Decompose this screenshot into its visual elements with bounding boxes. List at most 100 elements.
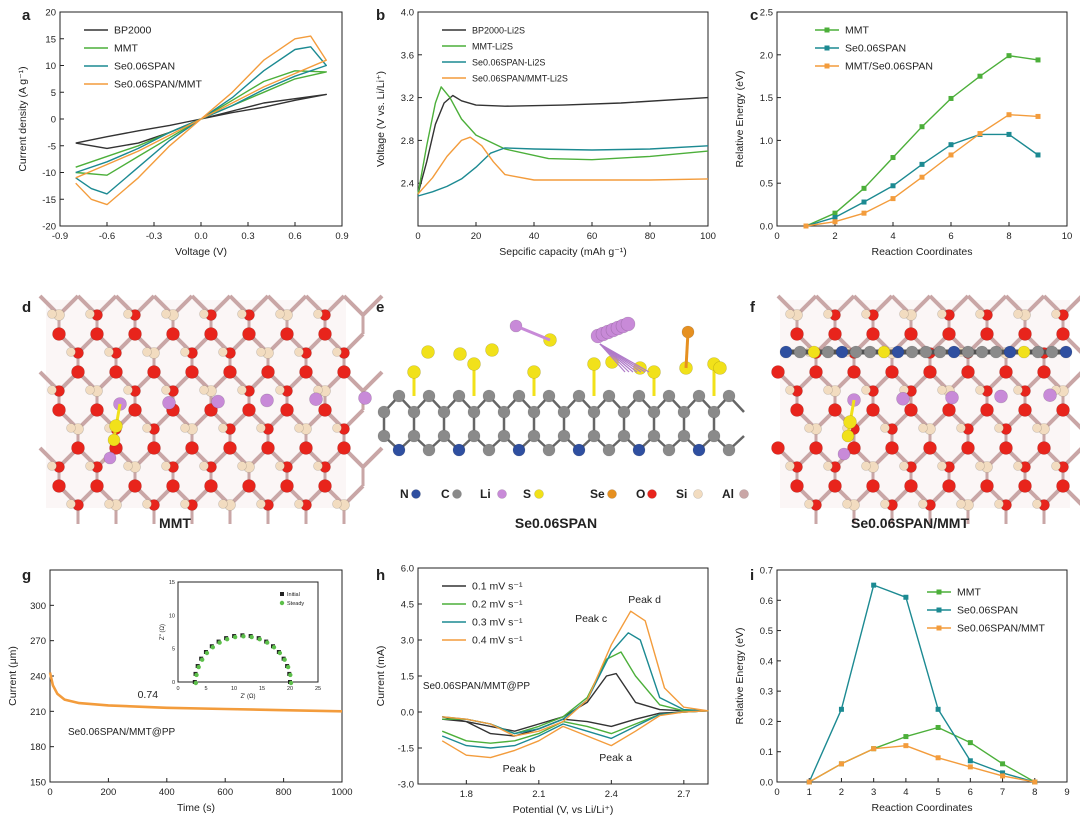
y-tick-label-i: 0.1 [760, 747, 773, 758]
x-axis-label-i: Reaction Coordinates [872, 802, 973, 814]
element-legend-label: Si [676, 487, 687, 501]
data-point-c-0 [948, 95, 954, 101]
silicon-atom [294, 499, 304, 509]
inset-legend-initial: Initial [287, 592, 300, 598]
oxygen-atom [980, 327, 994, 341]
panel-letter-f: f [750, 299, 756, 316]
bond [515, 324, 551, 342]
data-point-i-1 [903, 594, 909, 600]
legend-marker-i-1 [936, 607, 942, 613]
chain-atom [1003, 345, 1017, 359]
silicon-atom [823, 461, 833, 471]
carbon-atom [677, 429, 691, 443]
inset-point-steady [265, 640, 270, 645]
chain-atom [807, 345, 821, 359]
carbon-atom [647, 405, 661, 419]
inset-y-label: Z'' (Ω) [160, 624, 166, 640]
y-tick-label-a: 0 [51, 115, 56, 126]
oxygen-atom [242, 403, 256, 417]
silicon-atom [47, 461, 57, 471]
x-tick-label-a: 0.6 [288, 231, 301, 242]
carbon-atom [572, 389, 586, 403]
carbon-atom [542, 389, 556, 403]
annotation-ratio: 0.74 [138, 689, 159, 701]
inset-point-steady [193, 680, 198, 686]
lattice-bond [361, 446, 384, 469]
oxygen-atom [261, 441, 275, 455]
oxygen-atom [980, 479, 994, 493]
y-tick-label-i: 0.0 [760, 778, 773, 789]
oxygen-atom [904, 403, 918, 417]
silicon-atom [804, 499, 814, 509]
chain-atom [975, 345, 989, 359]
silicon-atom [956, 499, 966, 509]
inset-legend-steady-marker [279, 600, 285, 606]
data-point-i-1 [1000, 770, 1006, 776]
series-line-c-0 [805, 55, 1039, 227]
inset-point-steady [249, 634, 254, 640]
y-tick-label-c: 0.0 [760, 222, 773, 233]
data-point-i-2 [903, 743, 909, 749]
oxygen-atom [828, 403, 842, 417]
data-point-i-1 [871, 582, 877, 588]
series-line-b-3 [417, 136, 709, 195]
annotation-sample: Se0.06SPAN/MMT@PP [68, 727, 176, 738]
carbon-atom [602, 389, 616, 403]
x-tick-label-a: -0.9 [52, 231, 68, 242]
oxygen-atom [71, 441, 85, 455]
x-tick-label-i: 4 [903, 787, 908, 798]
carbon-atom [437, 405, 451, 419]
element-legend-swatch [739, 489, 749, 499]
inset-x-tick: 0 [176, 686, 179, 692]
element-legend-label: Al [722, 487, 734, 501]
carbon-atom [452, 389, 466, 403]
panel-letter-e: e [376, 299, 384, 316]
x-axis-label-h: Potential (V, vs Li/Li⁺) [513, 804, 614, 816]
chain-atom [933, 345, 947, 359]
y-tick-label-h: 0.0 [401, 708, 414, 719]
carbon-atom [467, 405, 481, 419]
inset-point-steady [210, 645, 216, 650]
panel-letter-a: a [22, 7, 31, 24]
inset-y-tick: 15 [169, 580, 175, 586]
oxygen-atom [790, 403, 804, 417]
backbone-atom [692, 443, 706, 457]
y-tick-label-g: 180 [30, 742, 46, 753]
legend-label-a-1: MMT [114, 43, 138, 55]
oxygen-atom [90, 479, 104, 493]
silicon-atom [161, 461, 171, 471]
oxygen-atom [1056, 403, 1070, 417]
element-legend-swatch [497, 489, 507, 499]
oxygen-atom [223, 441, 237, 455]
silicon-atom [937, 309, 947, 319]
oxygen-atom [52, 327, 66, 341]
y-tick-label-i: 0.3 [760, 687, 773, 698]
caption-se-span: Se0.06SPAN [515, 515, 597, 531]
legend-label-b-1: MMT-Li2S [472, 42, 513, 52]
x-tick-label-a: -0.6 [99, 231, 115, 242]
silicon-atom [313, 309, 323, 319]
bond [684, 331, 690, 369]
oxygen-atom [961, 365, 975, 379]
oxygen-atom [942, 403, 956, 417]
bond [599, 343, 650, 373]
y-tick-label-h: 6.0 [401, 564, 414, 575]
chain-atom [1017, 345, 1031, 359]
legend-marker-c-1 [824, 45, 830, 51]
silicon-atom [85, 309, 95, 319]
y-tick-label-c: 1.0 [760, 136, 773, 147]
oxygen-atom [904, 479, 918, 493]
legend-label-h-1: 0.2 mV s⁻¹ [472, 599, 523, 611]
carbon-atom [497, 429, 511, 443]
x-tick-label-g: 200 [100, 787, 116, 798]
panel-letter-b: b [376, 7, 385, 24]
silicon-atom [180, 347, 190, 357]
chain-atom [947, 345, 961, 359]
data-point-i-2 [935, 755, 941, 761]
x-tick-label-i: 2 [839, 787, 844, 798]
silicon-atom [275, 461, 285, 471]
y-tick-label-b: 2.8 [401, 136, 414, 147]
legend-label-c-1: Se0.06SPAN [845, 43, 906, 55]
y-tick-label-a: 5 [51, 88, 56, 99]
backbone-atom [392, 443, 406, 457]
